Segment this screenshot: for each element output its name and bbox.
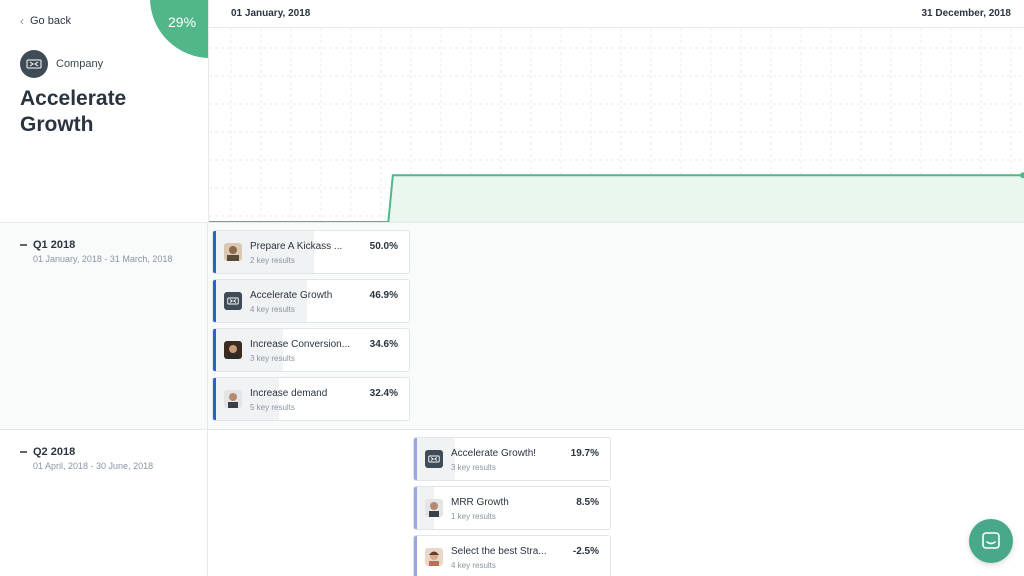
objective-progress-value: 34.6% (369, 339, 398, 350)
quarter-accent-bar (213, 231, 216, 273)
quarter-range: 01 April, 2018 - 30 June, 2018 (33, 461, 154, 471)
quarter-range: 01 January, 2018 - 31 March, 2018 (33, 254, 173, 264)
user-avatar-3-icon (224, 390, 242, 408)
quarter-title: Q1 2018 (33, 239, 76, 251)
objective-header-panel: ‹ Go back 29% Company Accelerate Growth (0, 0, 208, 222)
chat-icon (982, 532, 1000, 549)
quarter-accent-bar (213, 329, 216, 371)
objective-card[interactable]: Select the best Stra... 4 key results -2.5… (413, 535, 611, 576)
quarter-title: Q2 2018 (33, 446, 76, 458)
objective-card[interactable]: Accelerate Growth! 3 key results 19.7% (413, 437, 611, 481)
objective-card-title: Accelerate Growth (250, 290, 333, 301)
objective-card-title: Prepare A Kickass ... (250, 241, 343, 252)
quarter-toggle[interactable]: Q1 2018 (20, 239, 75, 251)
user-avatar-3-icon (425, 499, 443, 517)
objective-card[interactable]: MRR Growth 1 key results 8.5% (413, 486, 611, 530)
key-results-count: 4 key results (451, 561, 496, 570)
quarter-accent-bar (213, 378, 216, 420)
objective-card[interactable]: Increase Conversion... 3 key results 34.6% (212, 328, 410, 372)
objective-progress-value: -2.5% (572, 546, 599, 557)
objective-title: Accelerate Growth (20, 87, 127, 136)
go-back-link[interactable]: ‹ Go back (20, 14, 71, 28)
quarter-row-q1: Q1 2018 01 January, 2018 - 31 March, 201… (0, 222, 1024, 429)
quarter-row-q2: Q2 2018 01 April, 2018 - 30 June, 2018 A… (0, 429, 1024, 576)
quarter-label: Q2 2018 01 April, 2018 - 30 June, 2018 (0, 430, 208, 576)
company-logo-icon (425, 450, 443, 468)
progress-area (209, 175, 1024, 222)
quarter-label: Q1 2018 01 January, 2018 - 31 March, 201… (0, 223, 208, 429)
go-back-label: Go back (30, 15, 71, 27)
progress-chart: 01 January, 2018 31 December, 2018 (208, 0, 1024, 222)
user-avatar-1-icon (224, 243, 242, 261)
timeline-end-date: 31 December, 2018 (921, 8, 1011, 19)
objective-progress-value: 32.4% (369, 388, 398, 399)
quarter-accent-bar (414, 487, 417, 529)
objective-progress-value: 46.9% (369, 290, 398, 301)
timeline-start-date: 01 January, 2018 (231, 8, 311, 19)
company-logo-icon (224, 292, 242, 310)
company-logo-icon (20, 50, 48, 78)
objective-card-title: Select the best Stra... (451, 546, 547, 557)
user-avatar-2-icon (224, 341, 242, 359)
quarter-accent-bar (213, 280, 216, 322)
key-results-count: 3 key results (250, 354, 295, 363)
key-results-count: 4 key results (250, 305, 295, 314)
objective-card[interactable]: Accelerate Growth 4 key results 46.9% (212, 279, 410, 323)
timeline-header: 01 January, 2018 31 December, 2018 (209, 0, 1024, 28)
user-avatar-4-icon (425, 548, 443, 566)
objective-progress-value: 8.5% (576, 497, 599, 508)
objective-progress-value: 19.7% (570, 448, 599, 459)
objective-owner[interactable]: Company (20, 50, 103, 78)
key-results-count: 3 key results (451, 463, 496, 472)
quarter-accent-bar (414, 536, 417, 576)
objective-card-title: Increase Conversion... (250, 339, 351, 350)
chat-button[interactable] (969, 519, 1013, 563)
objective-card[interactable]: Prepare A Kickass ... 2 key results 50.0% (212, 230, 410, 274)
owner-name: Company (56, 58, 104, 70)
objective-progress-circle: 29% (150, 0, 208, 58)
chevron-left-icon: ‹ (20, 14, 24, 28)
key-results-count: 5 key results (250, 403, 295, 412)
objective-card-title: MRR Growth (451, 497, 509, 508)
objective-card[interactable]: Increase demand 5 key results 32.4% (212, 377, 410, 421)
progress-end-point (1020, 172, 1024, 179)
progress-chart-svg (209, 28, 1024, 222)
objective-progress-value: 50.0% (369, 241, 398, 252)
quarter-toggle[interactable]: Q2 2018 (20, 446, 75, 458)
collapse-icon (20, 451, 27, 453)
collapse-icon (20, 244, 27, 246)
objective-card-title: Increase demand (250, 388, 328, 399)
quarter-accent-bar (414, 438, 417, 480)
progress-line (209, 174, 1024, 222)
objective-card-title: Accelerate Growth! (451, 448, 537, 459)
objective-progress-label: 29% (168, 14, 197, 30)
key-results-count: 1 key results (451, 512, 496, 521)
key-results-count: 2 key results (250, 256, 295, 265)
